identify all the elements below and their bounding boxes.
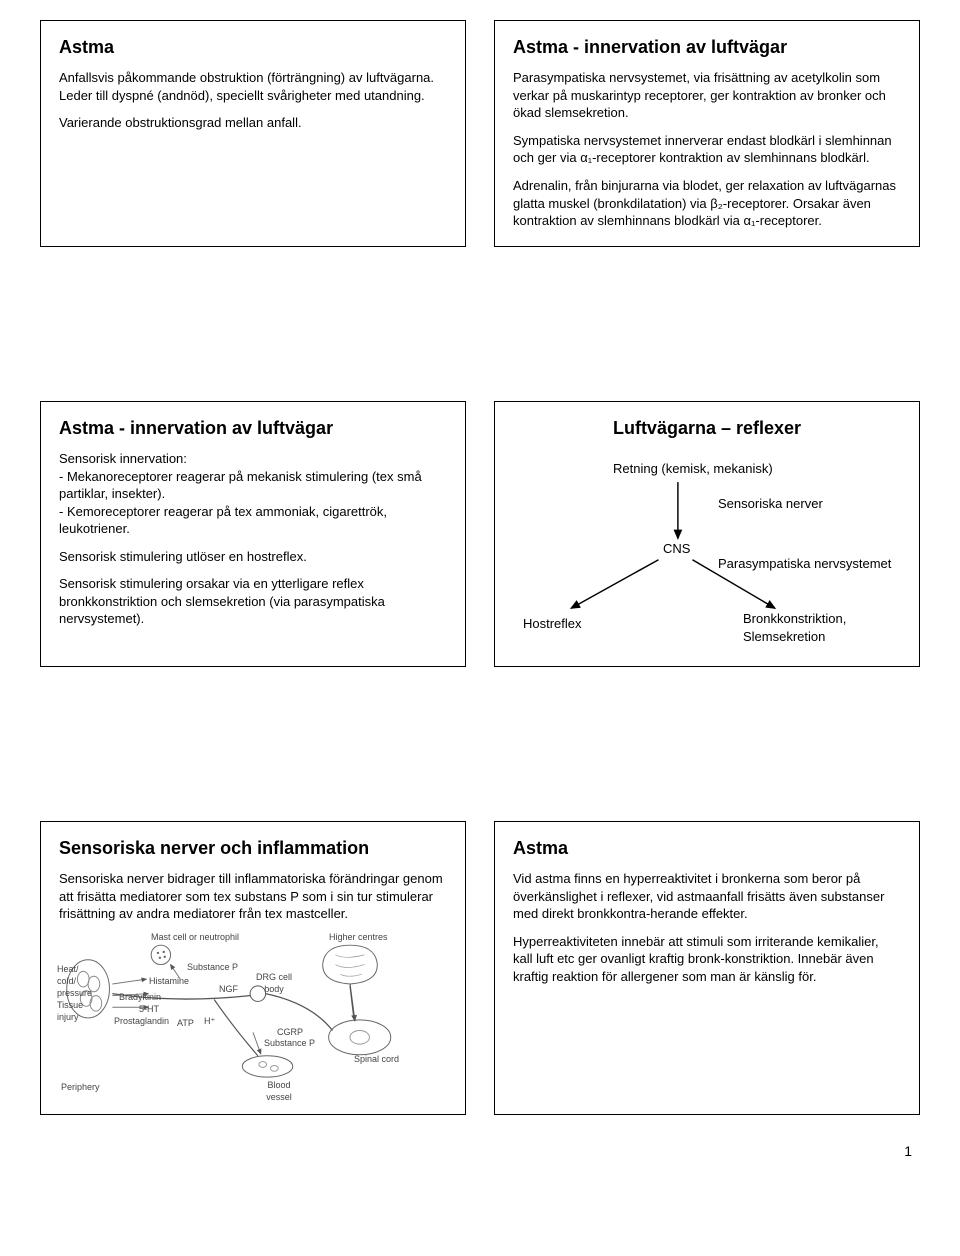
para: - Kemoreceptorer reagerar på tex ammonia…	[59, 503, 447, 538]
slide-grid: Astma Anfallsvis påkommande obstruktion …	[40, 20, 920, 1115]
panel-title: Luftvägarna – reflexer	[513, 416, 901, 440]
fig-label: NGF	[219, 983, 238, 995]
reflex-label-bronk: Bronkkonstriktion, Slemsekretion	[743, 610, 873, 645]
para: Hyperreaktiviteten innebär att stimuli s…	[513, 933, 901, 986]
para: - Mekanoreceptorer reagerar på mekanisk …	[59, 468, 447, 503]
para: Vid astma finns en hyperreaktivitet i br…	[513, 870, 901, 923]
panel-sensory-inflammation: Sensoriska nerver och inflammation Senso…	[40, 821, 466, 1115]
page-number: 1	[40, 1143, 920, 1159]
row-spacer	[40, 689, 466, 799]
reflex-diagram: Retning (kemisk, mekanisk) Sensoriska ne…	[513, 450, 901, 650]
panel-title: Astma	[59, 35, 447, 59]
reflex-label-host: Hostreflex	[523, 615, 582, 633]
fig-label: Higher centres	[329, 931, 388, 943]
row-spacer	[494, 269, 920, 379]
fig-label: Heat/ cold/ pressure Tissue injury	[57, 963, 97, 1024]
fig-label: Histamine	[149, 975, 189, 987]
reflex-label-parasymp: Parasympatiska nervsystemet	[718, 555, 891, 573]
fig-label: DRG cell body	[254, 971, 294, 995]
panel-title: Astma - innervation av luftvägar	[59, 416, 447, 440]
para: Sensorisk stimulering orsakar via en ytt…	[59, 575, 447, 628]
fig-label: H⁺	[204, 1015, 215, 1027]
panel-astma-intro: Astma Anfallsvis påkommande obstruktion …	[40, 20, 466, 247]
panel-title: Astma	[513, 836, 901, 860]
panel-reflexes: Luftvägarna – reflexer Retning (kemisk, …	[494, 401, 920, 667]
inflammation-figure: Mast cell or neutrophil Higher centres H…	[59, 933, 447, 1098]
fig-label: Blood vessel	[259, 1079, 299, 1103]
para: Sensoriska nerver bidrager till inflamma…	[59, 870, 447, 923]
fig-label: Bradykinin	[119, 991, 161, 1003]
fig-label: Substance P	[187, 961, 238, 973]
reflex-label-sensory: Sensoriska nerver	[718, 495, 823, 513]
row-spacer	[494, 689, 920, 799]
para: Sympatiska nervsystemet innerverar endas…	[513, 132, 901, 167]
para: Sensorisk stimulering utlöser en hostref…	[59, 548, 447, 566]
row-spacer	[40, 269, 466, 379]
panel-title: Sensoriska nerver och inflammation	[59, 836, 447, 860]
fig-label: ATP	[177, 1017, 194, 1029]
fig-label: Prostaglandin	[114, 1015, 169, 1027]
reflex-label-stimulus: Retning (kemisk, mekanisk)	[613, 460, 773, 478]
para: Adrenalin, från binjurarna via blodet, g…	[513, 177, 901, 230]
panel-innervation-2: Astma - innervation av luftvägar Sensori…	[40, 401, 466, 667]
fig-label: Spinal cord	[354, 1053, 399, 1065]
panel-title: Astma - innervation av luftvägar	[513, 35, 901, 59]
para: Parasympatiska nervsystemet, via frisätt…	[513, 69, 901, 122]
fig-label: Mast cell or neutrophil	[151, 931, 239, 943]
para: Anfallsvis påkommande obstruktion (förtr…	[59, 69, 447, 104]
panel-astma-hyper: Astma Vid astma finns en hyperreaktivite…	[494, 821, 920, 1115]
fig-label: 5-HT	[139, 1003, 159, 1015]
fig-label: Substance P	[264, 1037, 315, 1049]
panel-innervation-1: Astma - innervation av luftvägar Parasym…	[494, 20, 920, 247]
reflex-label-cns: CNS	[663, 540, 690, 558]
fig-label: Periphery	[61, 1081, 100, 1093]
para: Varierande obstruktionsgrad mellan anfal…	[59, 114, 447, 132]
para: Sensorisk innervation:	[59, 450, 447, 468]
